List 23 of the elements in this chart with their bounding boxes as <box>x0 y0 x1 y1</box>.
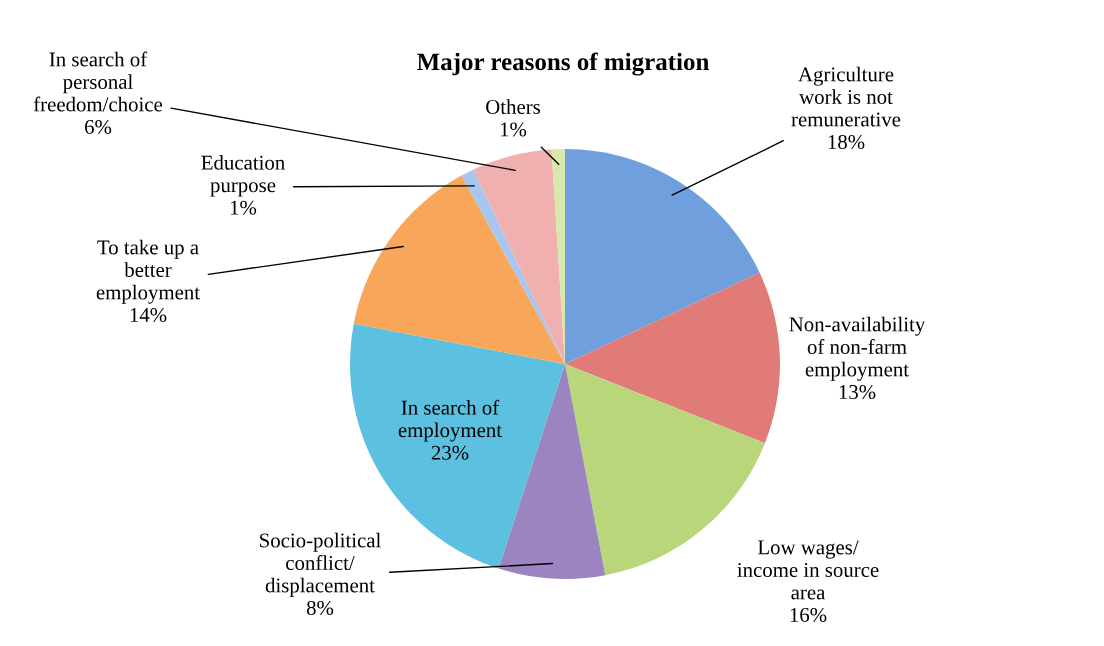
slice-label: To take up a better employment <box>96 239 200 304</box>
data-label: 18% <box>828 134 865 150</box>
data-label: 23% <box>431 445 469 460</box>
data-label: 6% <box>85 119 112 135</box>
pie-slice <box>565 149 760 364</box>
slice-label: Others <box>486 99 541 114</box>
slice-label: Non-availability of non-farm employment <box>789 316 926 381</box>
slice-label: Education purpose <box>201 155 285 197</box>
data-label: 16% <box>790 607 827 623</box>
pie-slice <box>473 149 565 364</box>
data-label: 14% <box>130 307 167 323</box>
pie-slice <box>565 272 780 444</box>
data-label: 8% <box>306 600 334 616</box>
slice-label: In search of employment <box>398 399 502 442</box>
slice-label: Agriculture work is not remunerative <box>791 66 901 127</box>
data-label: 1% <box>500 122 527 137</box>
data-label: 1% <box>230 200 257 215</box>
slice-label: In search of personal freedom/choice <box>33 51 163 112</box>
slice-label: Socio-political conflict/ displacement <box>260 532 381 597</box>
pie-slice <box>353 175 565 364</box>
data-label: 13% <box>839 384 876 400</box>
slice-label: Low wages/ income in source area <box>737 540 879 600</box>
chart-title: Major reasons of migration <box>417 52 710 76</box>
